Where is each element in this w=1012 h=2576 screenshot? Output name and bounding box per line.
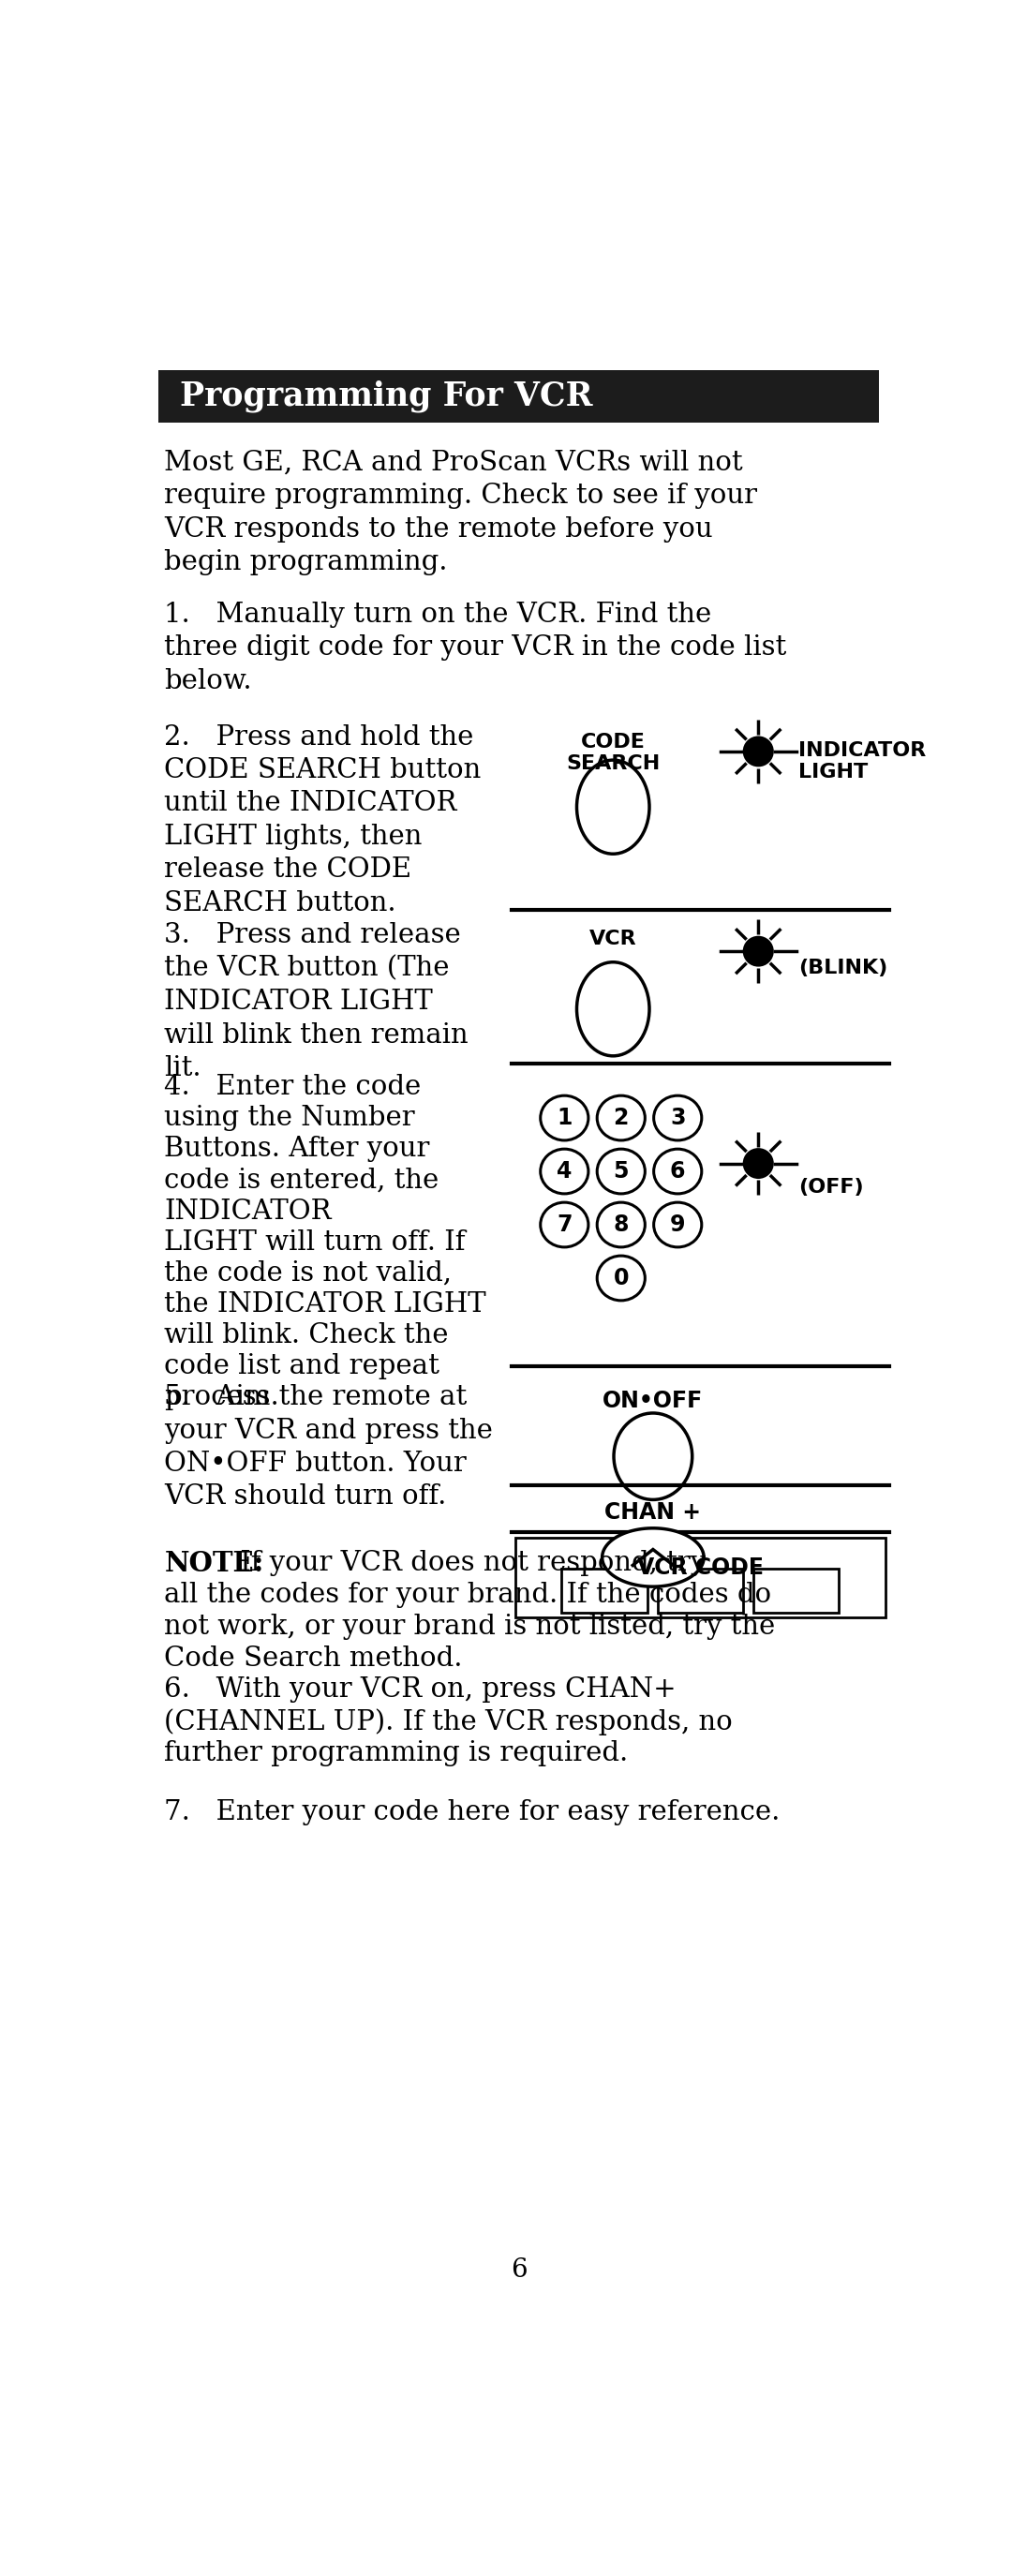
Text: 3.   Press and release: 3. Press and release	[164, 922, 461, 948]
Text: INDICATOR LIGHT: INDICATOR LIGHT	[164, 989, 433, 1015]
Text: below.: below.	[164, 667, 252, 693]
Text: 1.   Manually turn on the VCR. Find the: 1. Manually turn on the VCR. Find the	[164, 600, 711, 629]
Text: LIGHT will turn off. If: LIGHT will turn off. If	[164, 1229, 466, 1255]
Bar	[753, 1569, 839, 1613]
Text: Buttons. After your: Buttons. After your	[164, 1136, 430, 1162]
Text: code list and repeat: code list and repeat	[164, 1352, 439, 1378]
Text: ON•OFF button. Your: ON•OFF button. Your	[164, 1450, 467, 1476]
Ellipse shape	[597, 1095, 645, 1141]
Ellipse shape	[614, 1414, 692, 1499]
Text: NOTE:: NOTE:	[164, 1551, 264, 1577]
Text: (CHANNEL UP). If the VCR responds, no: (CHANNEL UP). If the VCR responds, no	[164, 1708, 733, 1736]
Text: VCR responds to the remote before you: VCR responds to the remote before you	[164, 515, 713, 544]
PathPatch shape	[602, 1528, 703, 1587]
Text: using the Number: using the Number	[164, 1105, 415, 1131]
Text: 6.   With your VCR on, press CHAN+: 6. With your VCR on, press CHAN+	[164, 1677, 676, 1703]
Text: 7.   Enter your code here for easy reference.: 7. Enter your code here for easy referen…	[164, 1798, 780, 1826]
Text: INDICATOR
LIGHT: INDICATOR LIGHT	[798, 742, 926, 781]
Text: the INDICATOR LIGHT: the INDICATOR LIGHT	[164, 1291, 486, 1316]
Bar	[658, 1569, 743, 1613]
Text: the VCR button (The: the VCR button (The	[164, 956, 449, 981]
Bar	[159, 371, 878, 422]
Text: ON•OFF: ON•OFF	[603, 1391, 703, 1412]
Text: code is entered, the: code is entered, the	[164, 1167, 439, 1193]
Text: 5: 5	[613, 1159, 628, 1182]
Ellipse shape	[577, 961, 650, 1056]
Text: release the CODE: release the CODE	[164, 858, 412, 884]
Text: lit.: lit.	[164, 1056, 201, 1082]
Text: your VCR and press the: your VCR and press the	[164, 1417, 493, 1443]
Text: (BLINK): (BLINK)	[798, 958, 888, 976]
Text: 2.   Press and hold the: 2. Press and hold the	[164, 724, 474, 750]
Text: process.: process.	[164, 1383, 279, 1412]
Text: 0: 0	[613, 1267, 628, 1291]
Circle shape	[744, 1149, 773, 1177]
Text: will blink then remain: will blink then remain	[164, 1023, 469, 1048]
Text: VCR should turn off.: VCR should turn off.	[164, 1484, 446, 1510]
Text: further programming is required.: further programming is required.	[164, 1739, 628, 1767]
Text: not work, or your brand is not listed, try the: not work, or your brand is not listed, t…	[164, 1613, 775, 1641]
Bar	[562, 1569, 648, 1613]
Circle shape	[744, 938, 773, 966]
Text: 5.   Aim the remote at: 5. Aim the remote at	[164, 1383, 468, 1412]
Text: 2: 2	[613, 1108, 628, 1128]
Text: CODE
SEARCH: CODE SEARCH	[566, 732, 660, 773]
Text: Programming For VCR: Programming For VCR	[180, 381, 593, 412]
Text: 7: 7	[557, 1213, 572, 1236]
Text: SEARCH button.: SEARCH button.	[164, 889, 397, 917]
Text: 6: 6	[670, 1159, 685, 1182]
Text: 8: 8	[613, 1213, 628, 1236]
Text: will blink. Check the: will blink. Check the	[164, 1321, 448, 1347]
Circle shape	[744, 737, 773, 765]
Ellipse shape	[540, 1203, 588, 1247]
Ellipse shape	[654, 1203, 701, 1247]
Text: CODE SEARCH button: CODE SEARCH button	[164, 757, 482, 783]
Ellipse shape	[654, 1149, 701, 1193]
Ellipse shape	[577, 760, 650, 853]
Text: 4: 4	[557, 1159, 572, 1182]
Text: CHAN +: CHAN +	[605, 1502, 701, 1522]
Text: 1: 1	[557, 1108, 572, 1128]
Text: begin programming.: begin programming.	[164, 549, 447, 574]
Text: 3: 3	[670, 1108, 685, 1128]
Text: all the codes for your brand. If the codes do: all the codes for your brand. If the cod…	[164, 1582, 771, 1607]
Text: (OFF): (OFF)	[798, 1177, 863, 1198]
Bar	[515, 1538, 886, 1618]
Text: 6: 6	[510, 2257, 527, 2282]
Ellipse shape	[540, 1149, 588, 1193]
Text: 4.   Enter the code: 4. Enter the code	[164, 1074, 421, 1100]
Text: until the INDICATOR: until the INDICATOR	[164, 791, 457, 817]
Text: LIGHT lights, then: LIGHT lights, then	[164, 824, 422, 850]
Ellipse shape	[540, 1095, 588, 1141]
Ellipse shape	[597, 1203, 645, 1247]
Ellipse shape	[654, 1095, 701, 1141]
Text: require programming. Check to see if your: require programming. Check to see if you…	[164, 484, 757, 510]
Text: Most GE, RCA and ProScan VCRs will not: Most GE, RCA and ProScan VCRs will not	[164, 451, 743, 477]
Text: If your VCR does not respond, try: If your VCR does not respond, try	[231, 1551, 705, 1577]
Text: VCR: VCR	[589, 930, 637, 948]
Ellipse shape	[597, 1255, 645, 1301]
Ellipse shape	[597, 1149, 645, 1193]
Text: Code Search method.: Code Search method.	[164, 1646, 462, 1672]
Text: 9: 9	[670, 1213, 685, 1236]
Text: three digit code for your VCR in the code list: three digit code for your VCR in the cod…	[164, 634, 786, 662]
Text: INDICATOR: INDICATOR	[164, 1198, 332, 1224]
Text: VCR CODE: VCR CODE	[637, 1556, 763, 1579]
Text: the code is not valid,: the code is not valid,	[164, 1260, 452, 1285]
